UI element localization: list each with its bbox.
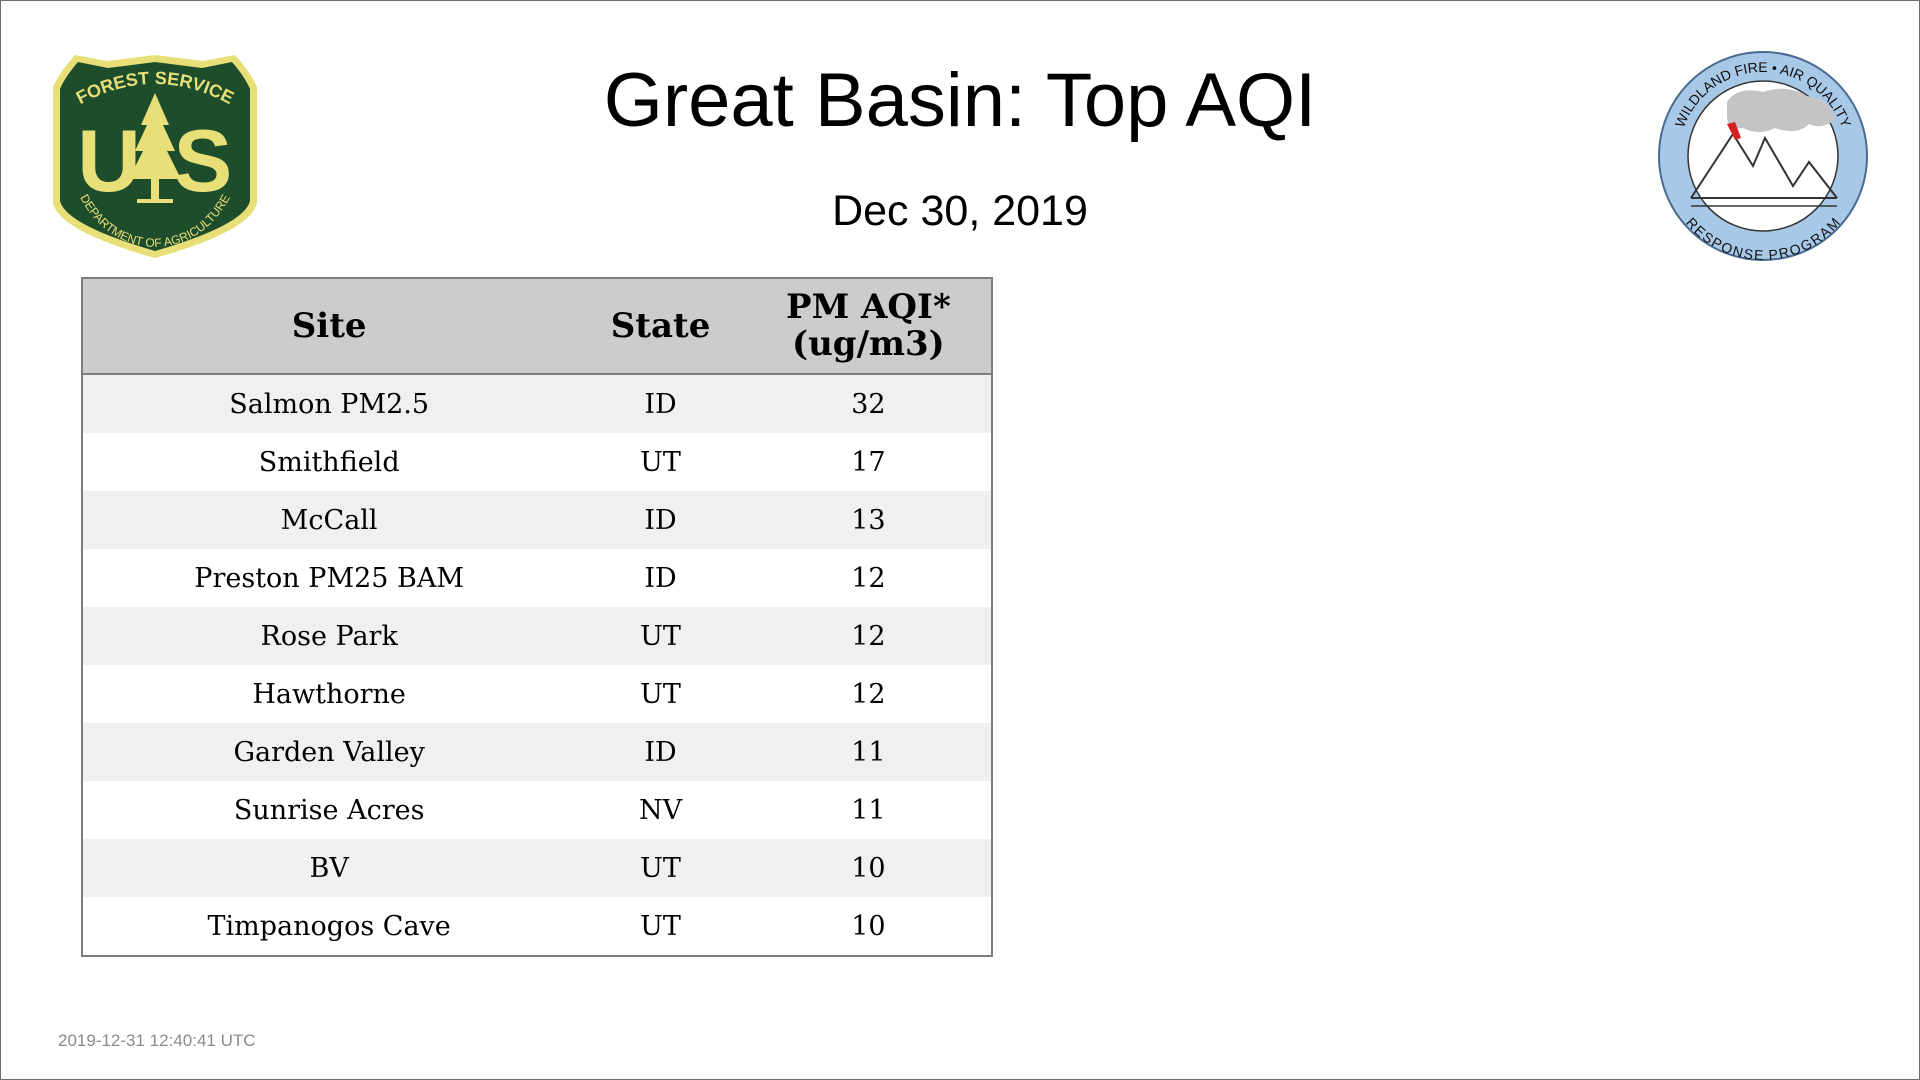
table-row: Hawthorne UT 12 (82, 665, 992, 723)
column-header-pm-aqi: PM AQI* (ug/m3) (745, 278, 992, 375)
site-cell: Preston PM25 BAM (82, 549, 576, 607)
table-row: Timpanogos Cave UT 10 (82, 897, 992, 956)
state-cell: UT (575, 897, 746, 956)
column-header-site: Site (82, 278, 576, 375)
aqi-cell: 12 (745, 665, 992, 723)
aqi-cell: 17 (745, 433, 992, 491)
site-cell: Salmon PM2.5 (82, 374, 576, 433)
column-header-state: State (575, 278, 746, 375)
smoke-plume-shape (1727, 88, 1835, 132)
top-aqi-table: Site State PM AQI* (ug/m3) Salmon PM2.5 I… (81, 277, 993, 957)
site-cell: Garden Valley (82, 723, 576, 781)
site-cell: McCall (82, 491, 576, 549)
table-row: BV UT 10 (82, 839, 992, 897)
fs-tree-mark (129, 93, 181, 179)
aqi-cell: 32 (745, 374, 992, 433)
aqi-cell: 11 (745, 723, 992, 781)
state-cell: ID (575, 491, 746, 549)
table-row: Sunrise Acres NV 11 (82, 781, 992, 839)
fs-letter-s: S (174, 111, 233, 210)
aqi-cell: 12 (745, 607, 992, 665)
state-cell: ID (575, 549, 746, 607)
aqi-cell: 10 (745, 839, 992, 897)
report-date: Dec 30, 2019 (832, 187, 1088, 235)
wildland-fire-air-quality-icon: WILDLAND FIRE • AIR QUALITY RESPONSE PRO… (1658, 51, 1868, 263)
state-cell: UT (575, 839, 746, 897)
aqi-cell: 13 (745, 491, 992, 549)
site-cell: Sunrise Acres (82, 781, 576, 839)
table-row: McCall ID 13 (82, 491, 992, 549)
state-cell: UT (575, 433, 746, 491)
fire-mark (1727, 122, 1741, 140)
state-cell: ID (575, 723, 746, 781)
fs-letter-u: U (77, 111, 141, 210)
forest-service-shield-icon: FOREST SERVICE U S DEPARTMENT OF AGRICUL… (53, 55, 257, 258)
site-cell: Timpanogos Cave (82, 897, 576, 956)
state-cell: NV (575, 781, 746, 839)
table-header-row: Site State PM AQI* (ug/m3) (82, 278, 992, 375)
table-row: Garden Valley ID 11 (82, 723, 992, 781)
table-row: Smithfield UT 17 (82, 433, 992, 491)
site-cell: Hawthorne (82, 665, 576, 723)
site-cell: Smithfield (82, 433, 576, 491)
table-row: Preston PM25 BAM ID 12 (82, 549, 992, 607)
state-cell: ID (575, 374, 746, 433)
aqi-cell: 12 (745, 549, 992, 607)
aqi-cell: 11 (745, 781, 992, 839)
table-row: Salmon PM2.5 ID 32 (82, 374, 992, 433)
page-title: Great Basin: Top AQI (603, 58, 1317, 143)
site-cell: Rose Park (82, 607, 576, 665)
table-row: Rose Park UT 12 (82, 607, 992, 665)
generated-timestamp: 2019-12-31 12:40:41 UTC (58, 1031, 256, 1050)
aqi-cell: 10 (745, 897, 992, 956)
state-cell: UT (575, 665, 746, 723)
site-cell: BV (82, 839, 576, 897)
state-cell: UT (575, 607, 746, 665)
